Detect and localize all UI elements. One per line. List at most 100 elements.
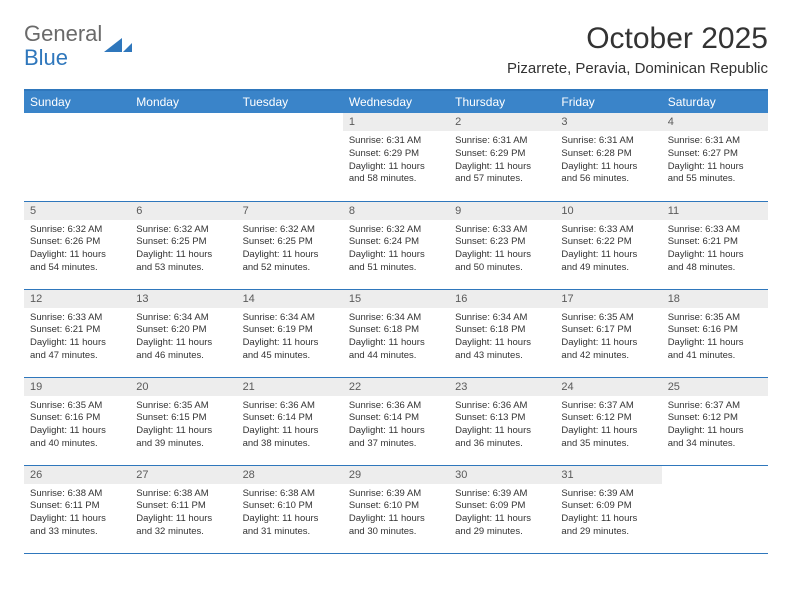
daylight-text: Daylight: 11 hours and 47 minutes. [30, 337, 124, 363]
day-number: 21 [237, 378, 343, 396]
day-details: Sunrise: 6:39 AMSunset: 6:10 PMDaylight:… [343, 484, 449, 545]
sunset-text: Sunset: 6:20 PM [136, 324, 230, 337]
location-text: Pizarrete, Peravia, Dominican Republic [507, 60, 768, 77]
daylight-text: Daylight: 11 hours and 35 minutes. [561, 425, 655, 451]
day-details: Sunrise: 6:35 AMSunset: 6:16 PMDaylight:… [662, 308, 768, 369]
day-details: Sunrise: 6:36 AMSunset: 6:14 PMDaylight:… [237, 396, 343, 457]
day-details: Sunrise: 6:35 AMSunset: 6:17 PMDaylight:… [555, 308, 661, 369]
sunset-text: Sunset: 6:21 PM [668, 236, 762, 249]
calendar-cell: 11Sunrise: 6:33 AMSunset: 6:21 PMDayligh… [662, 201, 768, 289]
sunset-text: Sunset: 6:10 PM [243, 500, 337, 513]
day-details: Sunrise: 6:38 AMSunset: 6:10 PMDaylight:… [237, 484, 343, 545]
calendar-cell: 9Sunrise: 6:33 AMSunset: 6:23 PMDaylight… [449, 201, 555, 289]
sunrise-text: Sunrise: 6:31 AM [349, 135, 443, 148]
day-details: Sunrise: 6:35 AMSunset: 6:16 PMDaylight:… [24, 396, 130, 457]
calendar-cell: 14 Sunrise: 6:34 AMSunset: 6:19 PMDayligh… [237, 289, 343, 377]
sunset-text: Sunset: 6:21 PM [30, 324, 124, 337]
sunrise-text: Sunrise: 6:33 AM [561, 224, 655, 237]
daylight-text: Daylight: 11 hours and 44 minutes. [349, 337, 443, 363]
sunrise-text: Sunrise: 6:38 AM [243, 488, 337, 501]
sunset-text: Sunset: 6:28 PM [561, 148, 655, 161]
sunset-text: Sunset: 6:17 PM [561, 324, 655, 337]
day-details: Sunrise: 6:31 AMSunset: 6:27 PMDaylight:… [662, 131, 768, 192]
day-number: 27 [130, 466, 236, 484]
calendar-cell [237, 113, 343, 201]
sunset-text: Sunset: 6:10 PM [349, 500, 443, 513]
day-number: 15 [343, 290, 449, 308]
sunrise-text: Sunrise: 6:36 AM [243, 400, 337, 413]
daylight-text: Daylight: 11 hours and 29 minutes. [561, 513, 655, 539]
day-details: Sunrise: 6:34 AMSunset: 6:20 PMDaylight:… [130, 308, 236, 369]
day-details: Sunrise: 6:39 AMSunset: 6:09 PMDaylight:… [555, 484, 661, 545]
sunset-text: Sunset: 6:19 PM [243, 324, 337, 337]
calendar-cell: 25Sunrise: 6:37 AMSunset: 6:12 PMDayligh… [662, 377, 768, 465]
sunrise-text: Sunrise: 6:34 AM [243, 312, 337, 325]
day-details: Sunrise: 6:32 AMSunset: 6:25 PMDaylight:… [130, 220, 236, 281]
day-number: 30 [449, 466, 555, 484]
calendar-cell: 6Sunrise: 6:32 AMSunset: 6:25 PMDaylight… [130, 201, 236, 289]
day-number: 6 [130, 202, 236, 220]
day-number: 3 [555, 113, 661, 131]
day-details: Sunrise: 6:35 AMSunset: 6:15 PMDaylight:… [130, 396, 236, 457]
sunset-text: Sunset: 6:09 PM [455, 500, 549, 513]
calendar-cell: 30Sunrise: 6:39 AMSunset: 6:09 PMDayligh… [449, 465, 555, 553]
sunrise-text: Sunrise: 6:37 AM [561, 400, 655, 413]
calendar-cell: 3Sunrise: 6:31 AMSunset: 6:28 PMDaylight… [555, 113, 661, 201]
calendar-row: 1Sunrise: 6:31 AMSunset: 6:29 PMDaylight… [24, 113, 768, 201]
daylight-text: Daylight: 11 hours and 38 minutes. [243, 425, 337, 451]
sunset-text: Sunset: 6:29 PM [455, 148, 549, 161]
daylight-text: Daylight: 11 hours and 31 minutes. [243, 513, 337, 539]
daylight-text: Daylight: 11 hours and 43 minutes. [455, 337, 549, 363]
day-number: 28 [237, 466, 343, 484]
calendar-cell: 4Sunrise: 6:31 AMSunset: 6:27 PMDaylight… [662, 113, 768, 201]
daylight-text: Daylight: 11 hours and 45 minutes. [243, 337, 337, 363]
day-number: 29 [343, 466, 449, 484]
sunrise-text: Sunrise: 6:31 AM [455, 135, 549, 148]
daylight-text: Daylight: 11 hours and 46 minutes. [136, 337, 230, 363]
sunrise-text: Sunrise: 6:35 AM [30, 400, 124, 413]
calendar-cell: 1Sunrise: 6:31 AMSunset: 6:29 PMDaylight… [343, 113, 449, 201]
day-number [130, 113, 236, 119]
daylight-text: Daylight: 11 hours and 53 minutes. [136, 249, 230, 275]
day-details: Sunrise: 6:31 AMSunset: 6:29 PMDaylight:… [343, 131, 449, 192]
day-details: Sunrise: 6:33 AMSunset: 6:22 PMDaylight:… [555, 220, 661, 281]
day-number: 31 [555, 466, 661, 484]
daylight-text: Daylight: 11 hours and 36 minutes. [455, 425, 549, 451]
daylight-text: Daylight: 11 hours and 57 minutes. [455, 161, 549, 187]
day-header: Thursday [449, 90, 555, 113]
daylight-text: Daylight: 11 hours and 48 minutes. [668, 249, 762, 275]
day-details: Sunrise: 6:32 AMSunset: 6:24 PMDaylight:… [343, 220, 449, 281]
day-header: Tuesday [237, 90, 343, 113]
sunset-text: Sunset: 6:24 PM [349, 236, 443, 249]
day-number: 2 [449, 113, 555, 131]
page-header: General Blue October 2025 Pizarrete, Per… [24, 22, 768, 77]
calendar-cell: 2 Sunrise: 6:31 AMSunset: 6:29 PMDaylight… [449, 113, 555, 201]
day-details: Sunrise: 6:36 AMSunset: 6:13 PMDaylight:… [449, 396, 555, 457]
daylight-text: Daylight: 11 hours and 55 minutes. [668, 161, 762, 187]
day-details: Sunrise: 6:38 AMSunset: 6:11 PMDaylight:… [24, 484, 130, 545]
sunrise-text: Sunrise: 6:35 AM [136, 400, 230, 413]
sunset-text: Sunset: 6:29 PM [349, 148, 443, 161]
day-details: Sunrise: 6:37 AMSunset: 6:12 PMDaylight:… [555, 396, 661, 457]
sunrise-text: Sunrise: 6:33 AM [668, 224, 762, 237]
calendar-cell: 13Sunrise: 6:34 AMSunset: 6:20 PMDayligh… [130, 289, 236, 377]
calendar-cell: 24Sunrise: 6:37 AMSunset: 6:12 PMDayligh… [555, 377, 661, 465]
day-number: 12 [24, 290, 130, 308]
day-details: Sunrise: 6:33 AMSunset: 6:21 PMDaylight:… [662, 220, 768, 281]
day-number: 13 [130, 290, 236, 308]
day-number: 19 [24, 378, 130, 396]
day-details: Sunrise: 6:36 AMSunset: 6:14 PMDaylight:… [343, 396, 449, 457]
day-number: 14 [237, 290, 343, 308]
daylight-text: Daylight: 11 hours and 42 minutes. [561, 337, 655, 363]
daylight-text: Daylight: 11 hours and 34 minutes. [668, 425, 762, 451]
calendar-body: 1Sunrise: 6:31 AMSunset: 6:29 PMDaylight… [24, 113, 768, 553]
day-number: 20 [130, 378, 236, 396]
daylight-text: Daylight: 11 hours and 49 minutes. [561, 249, 655, 275]
sunrise-text: Sunrise: 6:32 AM [30, 224, 124, 237]
calendar-cell: 7Sunrise: 6:32 AMSunset: 6:25 PMDaylight… [237, 201, 343, 289]
sunset-text: Sunset: 6:27 PM [668, 148, 762, 161]
sunrise-text: Sunrise: 6:33 AM [30, 312, 124, 325]
daylight-text: Daylight: 11 hours and 52 minutes. [243, 249, 337, 275]
day-details: Sunrise: 6:31 AMSunset: 6:28 PMDaylight:… [555, 131, 661, 192]
day-number: 22 [343, 378, 449, 396]
